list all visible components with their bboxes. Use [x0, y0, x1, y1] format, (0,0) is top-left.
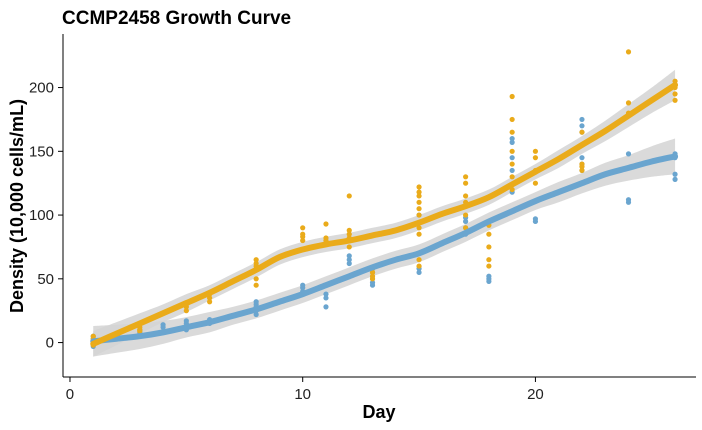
x-axis-ticks: 0 10 20 [66, 377, 544, 403]
data-point-orange [346, 244, 352, 250]
data-point-blue [253, 311, 259, 318]
data-point-orange [579, 161, 585, 167]
y-tick-label: 50 [37, 271, 54, 288]
data-point-blue [579, 123, 585, 129]
data-point-orange [509, 129, 515, 135]
data-point-orange [416, 193, 422, 199]
data-point-blue [509, 155, 515, 161]
data-point-orange [416, 231, 422, 237]
y-tick-label: 200 [29, 80, 54, 97]
data-point-orange [323, 221, 329, 227]
y-tick-label: 0 [46, 335, 54, 352]
data-point-orange [486, 244, 492, 250]
confidence-band-blue [93, 138, 676, 357]
data-point-blue [509, 167, 515, 174]
data-point-blue [625, 197, 632, 203]
data-point-orange [532, 148, 539, 154]
x-tick-label: 10 [294, 386, 311, 403]
confidence-bands [93, 69, 676, 357]
data-point-orange [532, 180, 539, 186]
data-point-blue [346, 257, 352, 263]
data-point-blue [532, 216, 539, 222]
data-point-orange [416, 189, 422, 195]
data-point-blue [625, 151, 632, 157]
data-point-orange [346, 231, 352, 237]
trend-line-blue [90, 153, 679, 345]
data-point-orange [579, 167, 585, 174]
data-point-blue [579, 116, 585, 123]
data-point-orange [509, 93, 515, 100]
data-point-blue [323, 291, 329, 297]
y-axis-title: Density (10,000 cells/mL) [7, 99, 27, 313]
data-point-orange [253, 282, 259, 288]
data-point-orange [416, 225, 422, 231]
data-point-blue [486, 273, 492, 279]
data-point-orange [416, 184, 422, 190]
data-point-orange [486, 263, 492, 269]
data-point-orange [416, 257, 422, 263]
data-point-orange [509, 116, 515, 123]
y-tick-label: 100 [29, 207, 54, 224]
data-point-blue [672, 171, 678, 177]
data-point-blue [160, 322, 166, 328]
data-point-orange [486, 231, 492, 237]
data-point-orange [346, 193, 352, 199]
data-point-orange [672, 91, 678, 97]
data-point-orange [486, 257, 492, 263]
data-point-blue [323, 304, 329, 310]
data-point-orange [416, 212, 422, 218]
data-point-orange [183, 308, 189, 314]
data-point-orange [369, 273, 376, 279]
x-tick-label: 0 [66, 386, 74, 403]
data-point-orange [416, 206, 422, 212]
data-point-orange [625, 49, 632, 55]
data-point-blue [579, 155, 585, 161]
x-tick-label: 20 [527, 386, 544, 403]
data-point-orange [463, 180, 469, 186]
y-tick-label: 150 [29, 143, 54, 160]
chart-title: CCMP2458 Growth Curve [62, 8, 291, 29]
data-point-orange [300, 237, 306, 244]
data-point-orange [463, 174, 469, 180]
data-point-orange [672, 97, 678, 103]
y-axis-ticks: 0 50 100 150 200 [29, 80, 63, 352]
data-point-orange [300, 225, 306, 231]
data-point-blue [463, 218, 469, 225]
data-point-orange [532, 155, 539, 161]
data-point-orange [253, 276, 259, 282]
trend-lines [90, 82, 679, 347]
data-point-blue [183, 318, 189, 324]
data-point-orange [369, 269, 376, 276]
x-axis-title: Day [362, 402, 395, 422]
data-point-orange [207, 299, 213, 305]
data-point-orange [463, 193, 469, 199]
data-point-blue [346, 253, 352, 259]
confidence-band-orange [93, 69, 676, 357]
data-point-orange [300, 231, 306, 237]
data-point-orange [416, 263, 422, 269]
data-point-blue [672, 176, 678, 182]
trend-line-orange [90, 82, 679, 347]
data-point-orange [625, 100, 632, 106]
data-point-orange [416, 199, 422, 205]
data-point-orange [463, 212, 469, 218]
data-point-blue [300, 282, 306, 288]
data-point-orange [509, 174, 515, 180]
data-point-orange [346, 227, 352, 233]
data-point-orange [253, 257, 259, 263]
data-point-orange [137, 328, 143, 334]
data-point-blue [369, 280, 376, 286]
data-point-orange [323, 235, 329, 241]
data-point-orange [579, 129, 585, 135]
data-point-orange [253, 260, 259, 267]
data-point-orange [509, 148, 515, 154]
data-point-orange [509, 161, 515, 167]
data-point-blue [346, 260, 352, 267]
data-point-blue [253, 299, 259, 305]
data-point-blue [509, 135, 515, 142]
data-point-blue [323, 295, 329, 301]
data-point-blue [509, 139, 515, 145]
data-point-blue [416, 269, 422, 276]
